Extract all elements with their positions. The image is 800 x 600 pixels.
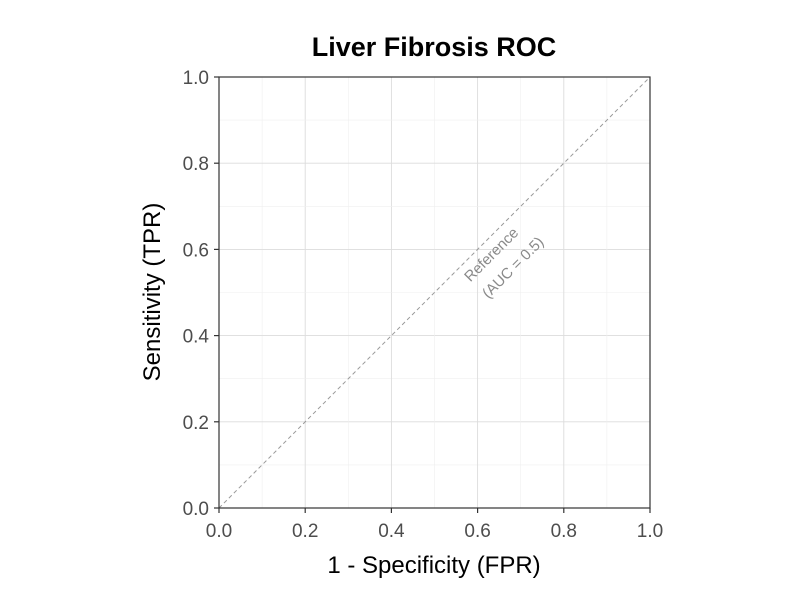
y-tick-label: 0.4 <box>183 327 210 348</box>
x-tick-label: 0.4 <box>378 521 405 542</box>
x-tick-label: 1.0 <box>637 521 663 542</box>
chart-title: Liver Fibrosis ROC <box>312 32 557 62</box>
x-tick-label: 0.2 <box>292 521 318 542</box>
reference-diagonal-line <box>218 76 651 509</box>
y-tick-label: 0.8 <box>183 154 209 175</box>
x-tick-label: 0.8 <box>551 521 577 542</box>
y-tick-label: 0.6 <box>183 240 209 261</box>
y-tick-label: 0.0 <box>183 499 209 520</box>
plot-frame <box>218 76 651 509</box>
y-tick-label: 1.0 <box>183 68 209 89</box>
x-axis-title: 1 - Specificity (FPR) <box>327 552 540 579</box>
y-tick-label: 0.2 <box>183 413 209 434</box>
x-tick-label: 0.0 <box>206 521 232 542</box>
x-tick-label: 0.6 <box>464 521 490 542</box>
axis-ticks: 0.0 0.2 0.4 0.6 0.8 1.0 0.0 0.2 0.4 0.6 0.8 1.0 <box>183 68 664 542</box>
y-axis-title: Sensitivity (TPR) <box>139 203 166 382</box>
